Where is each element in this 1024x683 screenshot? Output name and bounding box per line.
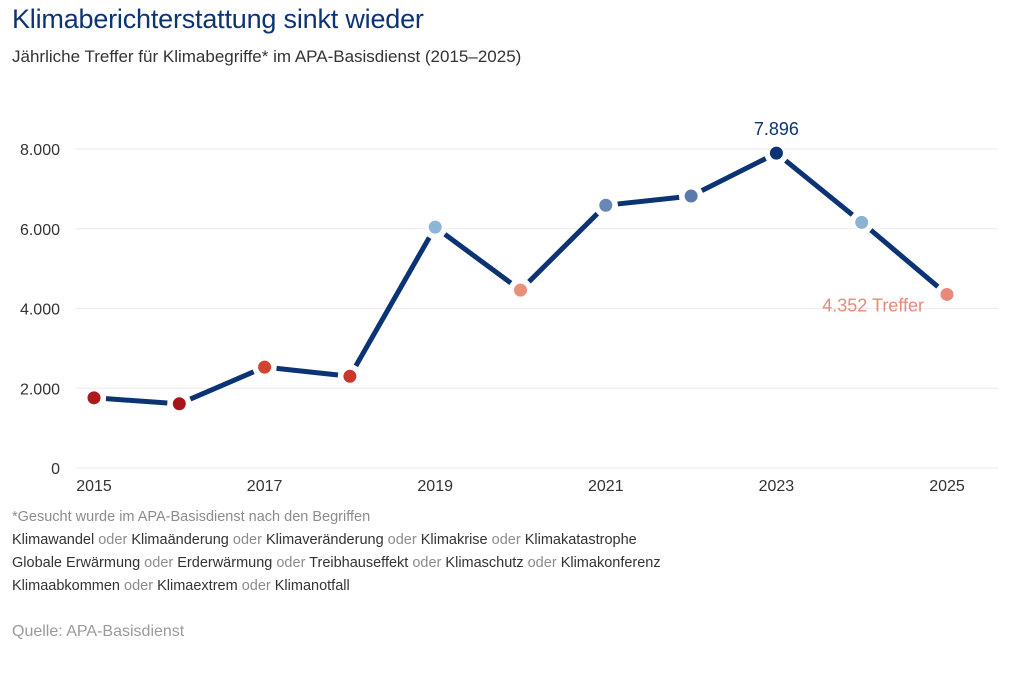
search-term: Globale Erwärmung xyxy=(12,555,141,571)
data-point xyxy=(256,358,274,376)
connector-word: oder xyxy=(228,532,266,548)
search-term: Klimakatastrophe xyxy=(524,532,637,548)
search-term: Klimaschutz xyxy=(445,555,524,571)
footnote-terms: Klimawandel oder Klimaänderung oder Klim… xyxy=(12,529,661,598)
data-point xyxy=(426,218,444,236)
connector-word: oder xyxy=(383,532,421,548)
search-term: Klimaveränderung xyxy=(265,532,384,548)
search-term: Treibhauseffekt xyxy=(309,555,409,571)
footnote: *Gesucht wurde im APA-Basisdienst nach d… xyxy=(12,506,661,598)
search-term: Klimanotfall xyxy=(274,578,350,594)
source-note: Quelle: APA-Basisdienst xyxy=(12,623,185,640)
footnote-intro: *Gesucht wurde im APA-Basisdienst nach d… xyxy=(12,509,371,525)
connector-word: oder xyxy=(94,532,132,548)
search-term: Klimaabkommen xyxy=(12,578,120,594)
search-term: Klimakonferenz xyxy=(560,555,661,571)
x-tick-label: 2015 xyxy=(76,478,112,495)
data-point xyxy=(597,196,615,214)
gridlines xyxy=(75,148,998,469)
x-tick-label: 2023 xyxy=(759,478,795,495)
y-tick-label: 6.000 xyxy=(20,222,60,239)
data-point xyxy=(938,285,956,303)
y-tick-label: 4.000 xyxy=(20,302,60,319)
series-line-segment xyxy=(353,236,432,368)
series-line-segment xyxy=(784,158,854,217)
y-tick-label: 0 xyxy=(51,461,60,478)
search-term: Klimawandel xyxy=(12,532,95,548)
connector-word: oder xyxy=(120,578,158,594)
data-point xyxy=(682,187,700,205)
search-term: Erderwärmung xyxy=(177,555,273,571)
series-line-segment xyxy=(189,369,255,402)
y-tick-label: 2.000 xyxy=(20,381,60,398)
connector-word: oder xyxy=(487,532,525,548)
y-tick-label: 8.000 xyxy=(20,142,60,159)
x-tick-label: 2021 xyxy=(588,478,624,495)
data-point xyxy=(341,367,359,385)
x-tick-label: 2025 xyxy=(929,478,965,495)
x-tick-label: 2019 xyxy=(417,478,453,495)
y-axis-tick-labels: 0 2.000 4.000 6.000 8.000 xyxy=(20,142,60,478)
footnote-line: Globale Erwärmung oder Erderwärmung oder… xyxy=(12,552,661,575)
data-point xyxy=(767,144,785,162)
connector-word: oder xyxy=(408,555,446,571)
data-point xyxy=(512,281,529,299)
footnote-line: Klimawandel oder Klimaänderung oder Klim… xyxy=(12,529,661,552)
series-line-segment xyxy=(700,156,767,193)
series-line-segment xyxy=(527,211,600,284)
series-line-group xyxy=(105,156,940,406)
search-term: Klimaänderung xyxy=(131,532,229,548)
series-line-segment xyxy=(105,396,168,406)
connector-word: oder xyxy=(272,555,310,571)
data-points xyxy=(85,144,956,413)
connector-word: oder xyxy=(523,555,561,571)
series-line-segment xyxy=(869,228,940,289)
chart-subtitle: Jährliche Treffer für Klimabegriffe* im … xyxy=(12,47,522,66)
series-line-segment xyxy=(443,232,513,286)
x-tick-label: 2017 xyxy=(247,478,283,495)
search-term: Klimakrise xyxy=(420,532,488,548)
data-point xyxy=(85,389,103,407)
series-line-segment xyxy=(617,194,680,207)
footnote-line: Klimaabkommen oder Klimaextrem oder Klim… xyxy=(12,575,661,598)
data-label: 4.352 Treffer xyxy=(822,295,924,315)
data-point xyxy=(170,395,188,413)
data-label: 7.896 xyxy=(754,119,799,139)
search-term: Klimaextrem xyxy=(157,578,238,594)
connector-word: oder xyxy=(237,578,275,594)
series-line-segment xyxy=(276,365,339,378)
x-axis-tick-labels: 2015 2017 2019 2021 2023 2025 xyxy=(76,478,965,495)
annotations: 7.896 4.352 Treffer xyxy=(754,119,924,315)
connector-word: oder xyxy=(140,555,178,571)
chart-title: Klimaberichterstattung sinkt wieder xyxy=(12,4,424,34)
data-point xyxy=(853,213,871,231)
